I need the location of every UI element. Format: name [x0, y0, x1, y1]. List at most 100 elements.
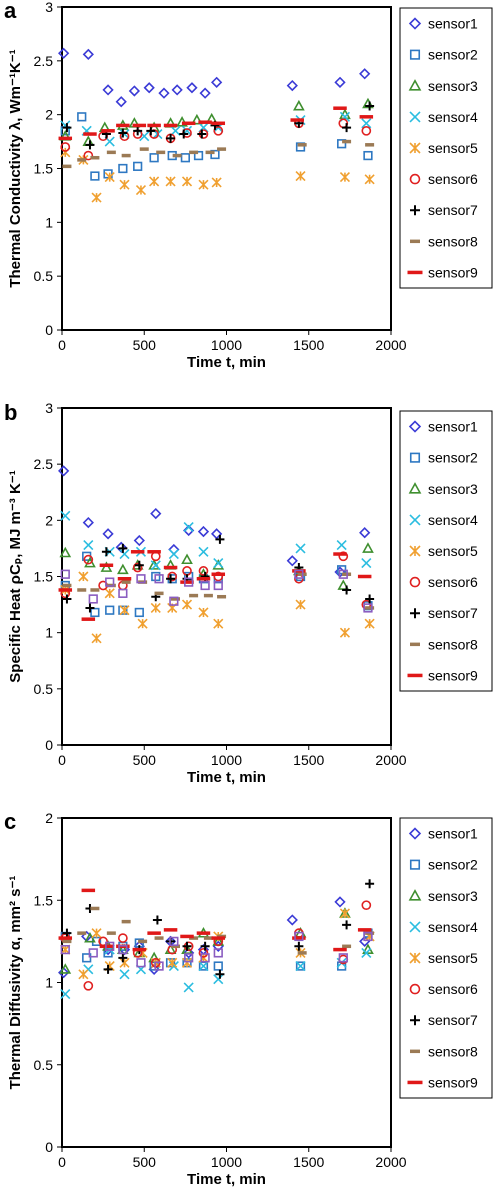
data-point	[165, 958, 176, 968]
legend-label: sensor1	[428, 419, 478, 435]
legend: sensor1 sensor2 sensor3 sensor4 sensor5 senso…	[399, 7, 493, 289]
legend-label: sensor8	[428, 1043, 478, 1059]
asterisk-icon	[409, 952, 421, 964]
data-point	[62, 123, 72, 133]
data-point	[210, 528, 223, 540]
data-point	[361, 118, 372, 129]
data-point	[199, 87, 211, 99]
data-point	[169, 596, 179, 606]
data-point	[294, 941, 304, 951]
data-point	[213, 961, 223, 971]
data-point	[361, 557, 372, 569]
legend-label: sensor1	[428, 16, 478, 32]
x-tick-label: 2000	[375, 752, 406, 768]
y-tick-label: 2.5	[34, 456, 54, 472]
data-point	[118, 944, 128, 955]
data-point	[342, 585, 352, 595]
legend-label: sensor4	[428, 919, 478, 935]
data-point	[149, 153, 159, 163]
data-point	[184, 953, 194, 963]
data-point	[167, 957, 178, 968]
data-point	[191, 113, 203, 125]
x-tick-label: 500	[133, 337, 157, 353]
data-point	[128, 85, 141, 97]
data-point	[182, 566, 192, 576]
series-extra	[60, 931, 373, 971]
data-point	[213, 571, 224, 582]
data-point	[117, 563, 129, 575]
panel-letter: b	[4, 400, 17, 425]
data-point	[82, 953, 92, 963]
data-point	[294, 931, 304, 942]
data-point	[100, 561, 113, 572]
data-point	[180, 153, 191, 163]
data-point	[83, 980, 94, 991]
data-point	[118, 163, 128, 174]
legend-label: sensor3	[428, 78, 478, 94]
x-tick-label: 2000	[375, 1154, 406, 1170]
data-point	[213, 125, 224, 136]
x-tick-label: 500	[133, 1154, 157, 1170]
data-point	[361, 125, 372, 136]
data-point	[59, 963, 72, 974]
diamond-icon	[408, 827, 422, 840]
data-point	[88, 948, 98, 958]
x-tick-label: 500	[133, 752, 157, 768]
data-point	[181, 599, 193, 610]
x-cross-icon	[409, 111, 421, 123]
circle-icon	[409, 576, 421, 588]
data-point	[295, 543, 306, 554]
plot-frame	[61, 407, 392, 746]
triangle-icon	[408, 482, 422, 494]
panel-letter: a	[4, 0, 17, 23]
data-point	[62, 594, 72, 604]
data-point	[364, 174, 375, 185]
data-point	[83, 150, 94, 161]
legend-label: sensor5	[428, 543, 478, 559]
x-tick-label: 1500	[293, 752, 324, 768]
data-point	[104, 172, 115, 183]
legend-label: sensor9	[428, 264, 478, 280]
x-tick-label: 1000	[211, 1154, 242, 1170]
data-point	[118, 128, 128, 138]
data-point	[91, 192, 102, 203]
data-point	[62, 928, 72, 938]
x-tick-label: 0	[58, 1154, 66, 1170]
data-point	[85, 140, 95, 150]
x-tick-label: 1000	[211, 337, 242, 353]
data-point	[334, 896, 346, 908]
data-point	[184, 577, 194, 587]
data-point	[197, 129, 207, 139]
data-point	[90, 171, 100, 181]
data-point	[118, 588, 128, 598]
legend-label: sensor7	[428, 202, 478, 218]
data-point	[179, 129, 189, 139]
data-point	[136, 958, 146, 968]
data-point	[168, 543, 180, 556]
data-point	[58, 47, 70, 59]
data-point	[198, 546, 209, 557]
data-point	[82, 516, 94, 529]
data-point	[200, 953, 210, 963]
chart-panel-b: b 0 0.5 1 1.5 2 2.5 3 0 500 1000 1500 2000 Time t, mi…	[4, 400, 493, 786]
data-point	[119, 969, 130, 980]
data-point	[82, 48, 94, 61]
asterisk-icon	[409, 142, 421, 154]
x-axis-title: Time t, min	[187, 354, 266, 371]
data-point	[166, 133, 176, 143]
data-point	[286, 79, 298, 92]
data-point	[365, 594, 375, 604]
x-tick-label: 2000	[375, 337, 406, 353]
data-point	[198, 607, 209, 618]
data-point	[336, 539, 347, 551]
data-point	[181, 176, 193, 187]
data-point	[83, 539, 94, 551]
y-tick-label: 0	[45, 322, 53, 338]
asterisk-icon	[409, 545, 421, 557]
series-sensor8	[62, 906, 375, 955]
data-point	[134, 607, 144, 618]
data-point	[342, 920, 352, 930]
circle-icon	[409, 173, 421, 185]
legend-label: sensor2	[428, 857, 478, 873]
